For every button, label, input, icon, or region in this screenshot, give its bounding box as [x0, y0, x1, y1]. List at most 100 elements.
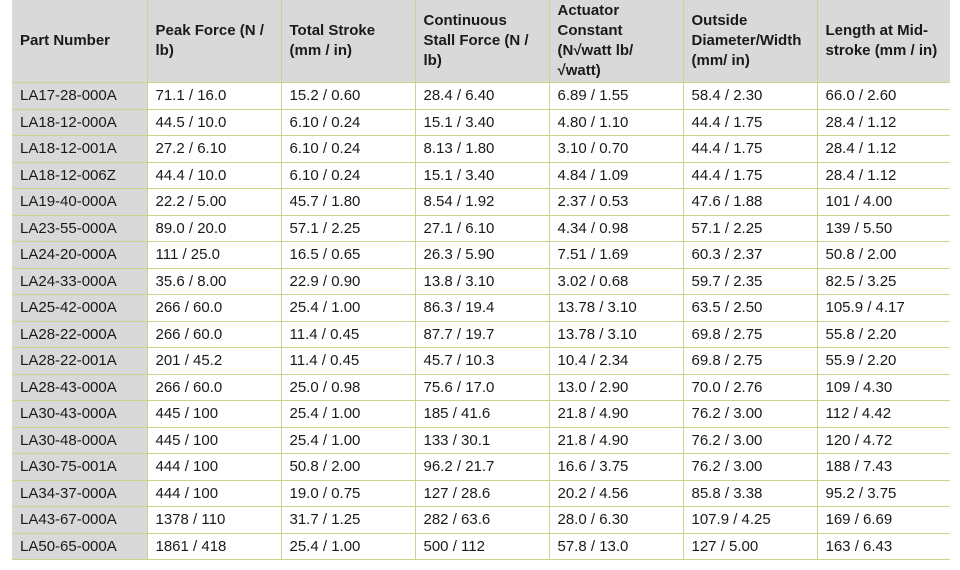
- table-row: LA18-12-001A 27.2 / 6.10 6.10 / 0.24 8.13 /…: [12, 135, 950, 163]
- cell-actuator-constant: 21.8 / 4.90: [548, 427, 683, 454]
- cell-part-number: LA30-75-001A: [12, 453, 147, 481]
- cell-actuator-constant: 6.89 / 1.55: [548, 82, 683, 110]
- cell-actuator-constant: 3.02 / 0.68: [548, 268, 683, 295]
- cell-continuous-stall-force: 96.2 / 21.7: [414, 453, 549, 481]
- cell-outside-diameter: 47.6 / 1.88: [682, 188, 817, 216]
- cell-part-number: LA34-37-000A: [12, 480, 147, 507]
- table-row: LA34-37-000A 444 / 100 19.0 / 0.75 127 / 28…: [12, 480, 950, 507]
- cell-part-number: LA23-55-000A: [12, 215, 147, 242]
- cell-actuator-constant: 10.4 / 2.34: [548, 347, 683, 375]
- cell-part-number: LA28-43-000A: [12, 374, 147, 401]
- cell-total-stroke: 15.2 / 0.60: [280, 82, 415, 110]
- cell-actuator-constant: 7.51 / 1.69: [548, 241, 683, 269]
- cell-continuous-stall-force: 127 / 28.6: [414, 480, 549, 507]
- table-row: LA50-65-000A 1861 / 418 25.4 / 1.00 500 / 1…: [12, 533, 950, 560]
- cell-continuous-stall-force: 45.7 / 10.3: [414, 347, 549, 375]
- cell-peak-force: 444 / 100: [146, 480, 281, 507]
- cell-total-stroke: 25.4 / 1.00: [280, 533, 415, 560]
- cell-total-stroke: 31.7 / 1.25: [280, 506, 415, 534]
- cell-total-stroke: 11.4 / 0.45: [280, 347, 415, 375]
- cell-part-number: LA19-40-000A: [12, 188, 147, 216]
- table-row: LA28-22-001A 201 / 45.2 11.4 / 0.45 45.7 / …: [12, 347, 950, 375]
- header-part-number: Part Number: [12, 0, 147, 83]
- table-row: LA30-48-000A 445 / 100 25.4 / 1.00 133 / 30…: [12, 427, 950, 454]
- table-row: LA17-28-000A 71.1 / 16.0 15.2 / 0.60 28.4 /…: [12, 82, 950, 110]
- cell-peak-force: 35.6 / 8.00: [146, 268, 281, 295]
- cell-length-mid-stroke: 66.0 / 2.60: [816, 82, 950, 110]
- table-row: LA19-40-000A 22.2 / 5.00 45.7 / 1.80 8.54 /…: [12, 188, 950, 216]
- header-row: Part Number Peak Force (N / lb) Total St…: [12, 0, 950, 83]
- cell-peak-force: 266 / 60.0: [146, 374, 281, 401]
- cell-total-stroke: 50.8 / 2.00: [280, 453, 415, 481]
- cell-total-stroke: 6.10 / 0.24: [280, 162, 415, 189]
- actuator-spec-table: Part Number Peak Force (N / lb) Total St…: [12, 0, 950, 560]
- cell-length-mid-stroke: 188 / 7.43: [816, 453, 950, 481]
- cell-length-mid-stroke: 95.2 / 3.75: [816, 480, 950, 507]
- table-row: LA23-55-000A 89.0 / 20.0 57.1 / 2.25 27.1 /…: [12, 215, 950, 242]
- cell-peak-force: 44.4 / 10.0: [146, 162, 281, 189]
- cell-peak-force: 266 / 60.0: [146, 294, 281, 322]
- cell-outside-diameter: 60.3 / 2.37: [682, 241, 817, 269]
- cell-total-stroke: 19.0 / 0.75: [280, 480, 415, 507]
- cell-outside-diameter: 76.2 / 3.00: [682, 427, 817, 454]
- cell-continuous-stall-force: 75.6 / 17.0: [414, 374, 549, 401]
- cell-peak-force: 22.2 / 5.00: [146, 188, 281, 216]
- cell-outside-diameter: 44.4 / 1.75: [682, 162, 817, 189]
- cell-part-number: LA50-65-000A: [12, 533, 147, 560]
- cell-part-number: LA28-22-001A: [12, 347, 147, 375]
- cell-part-number: LA25-42-000A: [12, 294, 147, 322]
- header-peak-force: Peak Force (N / lb): [146, 0, 281, 83]
- table-row: LA24-33-000A 35.6 / 8.00 22.9 / 0.90 13.8 /…: [12, 268, 950, 295]
- cell-part-number: LA30-43-000A: [12, 400, 147, 428]
- table-row: LA28-22-000A 266 / 60.0 11.4 / 0.45 87.7 / …: [12, 321, 950, 348]
- table-row: LA24-20-000A 111 / 25.0 16.5 / 0.65 26.3 / …: [12, 241, 950, 269]
- header-actuator-constant: Actuator Constant (N√watt lb/ √watt): [548, 0, 683, 83]
- cell-peak-force: 445 / 100: [146, 400, 281, 428]
- cell-length-mid-stroke: 82.5 / 3.25: [816, 268, 950, 295]
- cell-length-mid-stroke: 28.4 / 1.12: [816, 135, 950, 163]
- cell-continuous-stall-force: 500 / 112: [414, 533, 549, 560]
- cell-outside-diameter: 76.2 / 3.00: [682, 400, 817, 428]
- table-row: LA43-67-000A 1378 / 110 31.7 / 1.25 282 / 6…: [12, 506, 950, 534]
- cell-length-mid-stroke: 28.4 / 1.12: [816, 162, 950, 189]
- table-row: LA18-12-006Z 44.4 / 10.0 6.10 / 0.24 15.1 /…: [12, 162, 950, 189]
- cell-continuous-stall-force: 15.1 / 3.40: [414, 162, 549, 189]
- cell-part-number: LA17-28-000A: [12, 82, 147, 110]
- cell-total-stroke: 22.9 / 0.90: [280, 268, 415, 295]
- cell-outside-diameter: 76.2 / 3.00: [682, 453, 817, 481]
- cell-total-stroke: 45.7 / 1.80: [280, 188, 415, 216]
- cell-continuous-stall-force: 26.3 / 5.90: [414, 241, 549, 269]
- cell-actuator-constant: 2.37 / 0.53: [548, 188, 683, 216]
- cell-total-stroke: 25.4 / 1.00: [280, 427, 415, 454]
- cell-continuous-stall-force: 86.3 / 19.4: [414, 294, 549, 322]
- cell-outside-diameter: 85.8 / 3.38: [682, 480, 817, 507]
- cell-actuator-constant: 16.6 / 3.75: [548, 453, 683, 481]
- cell-peak-force: 71.1 / 16.0: [146, 82, 281, 110]
- cell-part-number: LA30-48-000A: [12, 427, 147, 454]
- header-outside-diameter: Outside Diameter/Width (mm/ in): [682, 0, 817, 83]
- cell-total-stroke: 25.4 / 1.00: [280, 400, 415, 428]
- cell-actuator-constant: 13.78 / 3.10: [548, 294, 683, 322]
- cell-part-number: LA24-20-000A: [12, 241, 147, 269]
- cell-part-number: LA18-12-006Z: [12, 162, 147, 189]
- cell-outside-diameter: 107.9 / 4.25: [682, 506, 817, 534]
- cell-peak-force: 266 / 60.0: [146, 321, 281, 348]
- cell-length-mid-stroke: 163 / 6.43: [816, 533, 950, 560]
- cell-total-stroke: 11.4 / 0.45: [280, 321, 415, 348]
- cell-peak-force: 1378 / 110: [146, 506, 281, 534]
- cell-outside-diameter: 58.4 / 2.30: [682, 82, 817, 110]
- cell-outside-diameter: 69.8 / 2.75: [682, 347, 817, 375]
- cell-peak-force: 111 / 25.0: [146, 241, 281, 269]
- cell-length-mid-stroke: 120 / 4.72: [816, 427, 950, 454]
- cell-total-stroke: 25.4 / 1.00: [280, 294, 415, 322]
- cell-outside-diameter: 57.1 / 2.25: [682, 215, 817, 242]
- cell-continuous-stall-force: 87.7 / 19.7: [414, 321, 549, 348]
- cell-length-mid-stroke: 105.9 / 4.17: [816, 294, 950, 322]
- cell-outside-diameter: 59.7 / 2.35: [682, 268, 817, 295]
- cell-actuator-constant: 13.0 / 2.90: [548, 374, 683, 401]
- table-row: LA30-75-001A 444 / 100 50.8 / 2.00 96.2 / 2…: [12, 453, 950, 481]
- cell-actuator-constant: 57.8 / 13.0: [548, 533, 683, 560]
- cell-part-number: LA43-67-000A: [12, 506, 147, 534]
- cell-peak-force: 89.0 / 20.0: [146, 215, 281, 242]
- cell-length-mid-stroke: 55.9 / 2.20: [816, 347, 950, 375]
